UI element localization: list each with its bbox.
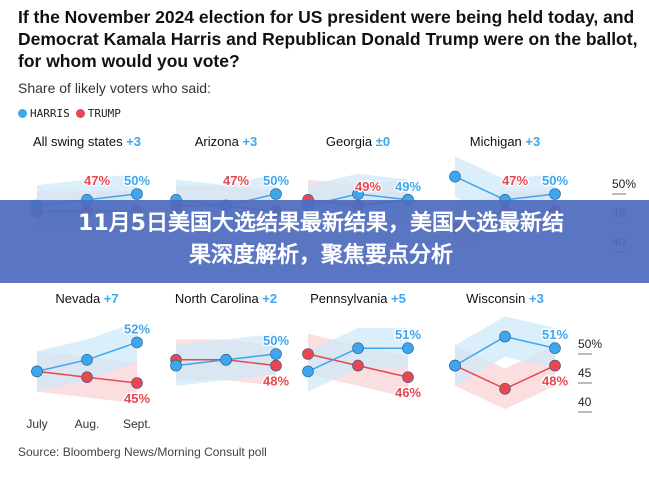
panel-title: Pennsylvania +5 [310,291,406,306]
panel-margin: +2 [262,291,277,306]
harris-point [499,330,511,343]
source-note: Source: Bloomberg News/Morning Consult p… [18,445,267,459]
x-tick-label: July [26,417,47,431]
panel-margin: +3 [126,134,141,149]
panel-margin: ±0 [376,134,390,149]
harris-point [81,353,93,366]
harris-point [270,188,282,200]
panel-margin: +3 [242,134,257,149]
harris-point [270,348,282,360]
harris-point [549,342,561,355]
harris-point [352,188,364,200]
panel-state-name: Arizona [195,134,243,149]
harris-dot-icon [18,109,27,118]
trump-value-label: 47% [502,173,528,188]
trump-value-label: 47% [84,173,110,188]
panel-title: Nevada +7 [55,291,118,306]
panel-state-name: North Carolina [175,291,262,306]
trump-point [499,382,511,395]
panel-title: Arizona +3 [195,134,258,149]
panel-title: Wisconsin +3 [466,291,544,306]
harris-error-band [308,327,408,392]
harris-error-band [455,316,555,386]
harris-value-label: 50% [542,173,568,188]
legend-harris-label: HARRIS [30,107,70,120]
harris-point [220,353,232,366]
legend: HARRIS TRUMP [18,107,121,120]
harris-value-label: 51% [395,327,421,342]
trump-value-label: 48% [542,374,568,389]
harris-point [131,336,143,349]
trump-value-label: 46% [395,385,421,400]
panel-state-name: Nevada [55,291,103,306]
harris-value-label: 49% [395,179,421,194]
panel-state-name: Wisconsin [466,291,529,306]
panel-title: All swing states +3 [33,134,141,149]
harris-point [131,188,143,200]
legend-trump-label: TRUMP [87,107,121,120]
banner-text: 11月5日美国大选结果最新结果，美国大选最新结 果深度解析，聚焦要点分析 [36,208,606,272]
trump-point [270,359,282,372]
trump-point [81,371,93,384]
panel-title: Michigan +3 [470,134,540,149]
harris-point [449,359,461,372]
panel-state-name: Georgia [326,134,376,149]
harris-point [352,342,364,355]
harris-point [302,365,314,378]
chart-title: If the November 2024 election for US pre… [18,7,638,71]
harris-point [402,342,414,355]
panel-state-name: All swing states [33,134,126,149]
trump-value-label: 49% [355,179,381,194]
harris-point [31,365,43,378]
trump-value-label: 48% [263,374,289,389]
legend-harris: HARRIS [18,107,70,120]
trump-point [302,348,314,360]
harris-value-label: 52% [124,321,150,336]
harris-point [170,359,182,372]
chart-subtitle: Share of likely voters who said: [18,80,211,96]
y-tick-label: 45 [578,366,592,380]
panel-state-name: Pennsylvania [310,291,391,306]
trump-dot-icon [75,109,85,118]
y-tick-label: 50% [578,337,602,351]
trump-point [352,359,364,372]
harris-value-label: 50% [124,173,150,188]
harris-point [549,188,561,200]
panel-margin: +3 [529,291,544,306]
legend-trump: TRUMP [75,107,121,120]
trump-value-label: 45% [124,391,150,406]
y-tick-label: 40 [578,395,592,409]
harris-point [449,170,461,183]
harris-value-label: 51% [542,327,568,342]
panel-margin: +7 [104,291,119,306]
panel-margin: +3 [525,134,540,149]
trump-value-label: 47% [223,173,249,188]
panel-title: Georgia ±0 [326,134,390,149]
panel-margin: +5 [391,291,406,306]
panel-state-name: Michigan [470,134,526,149]
harris-value-label: 50% [263,333,289,348]
x-tick-label: Aug. [75,417,100,431]
banner-line-1: 11月5日美国大选结果最新结果，美国大选最新结 [78,211,564,236]
trump-point [402,371,414,384]
y-tick-label: 50% [612,177,636,191]
trump-point [549,359,561,372]
x-tick-label: Sept. [123,417,151,431]
headline-banner: 11月5日美国大选结果最新结果，美国大选最新结 果深度解析，聚焦要点分析 [0,200,649,283]
harris-value-label: 50% [263,173,289,188]
panel-title: North Carolina +2 [175,291,277,306]
banner-line-2: 果深度解析，聚焦要点分析 [188,243,453,268]
trump-point [131,377,143,389]
